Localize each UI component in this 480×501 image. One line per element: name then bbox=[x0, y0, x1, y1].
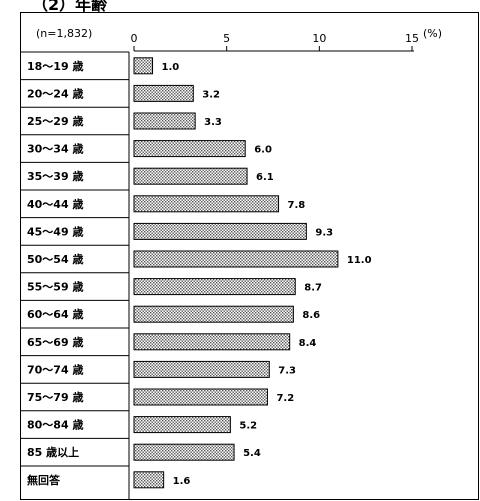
bar bbox=[133, 222, 307, 240]
x-tick-label: 15 bbox=[405, 32, 419, 45]
category-label: 85 歳以上 bbox=[27, 445, 79, 459]
bar bbox=[133, 250, 339, 268]
category-label: 30〜34 歳 bbox=[27, 142, 83, 156]
bar bbox=[133, 333, 291, 351]
category-label: 無回答 bbox=[27, 473, 61, 487]
category-label: 18〜19 歳 bbox=[27, 59, 83, 73]
bar bbox=[133, 416, 231, 434]
category-label: 80〜84 歳 bbox=[27, 418, 83, 432]
chart-frame bbox=[20, 12, 479, 500]
value-label: 8.7 bbox=[304, 283, 322, 294]
category-label: 40〜44 歳 bbox=[27, 197, 83, 211]
value-label: 1.6 bbox=[173, 476, 191, 487]
value-label: 3.3 bbox=[204, 117, 222, 128]
category-label: 50〜54 歳 bbox=[27, 252, 83, 266]
value-label: 9.3 bbox=[315, 227, 333, 238]
category-label: 35〜39 歳 bbox=[27, 169, 83, 183]
value-label: 7.2 bbox=[276, 393, 294, 404]
unit-label: (%) bbox=[423, 27, 442, 40]
value-label: 11.0 bbox=[347, 255, 372, 266]
bar bbox=[133, 360, 270, 378]
bar bbox=[133, 140, 246, 158]
category-label: 75〜79 歳 bbox=[27, 390, 83, 404]
value-label: 5.2 bbox=[239, 421, 257, 432]
category-label: 65〜69 歳 bbox=[27, 335, 83, 349]
x-tick-label: 0 bbox=[131, 32, 138, 45]
value-label: 5.4 bbox=[243, 448, 261, 459]
category-label: 20〜24 歳 bbox=[27, 86, 83, 100]
value-label: 6.1 bbox=[256, 172, 274, 183]
category-label: 55〜59 歳 bbox=[27, 280, 83, 294]
category-label: 60〜64 歳 bbox=[27, 307, 83, 321]
chart-heading: （2）年齢 bbox=[32, 0, 108, 14]
value-label: 7.8 bbox=[288, 200, 306, 211]
bar bbox=[133, 278, 296, 296]
bar bbox=[133, 388, 268, 406]
value-label: 7.3 bbox=[278, 365, 296, 376]
x-tick-label: 10 bbox=[312, 32, 326, 45]
bar bbox=[133, 167, 248, 185]
bar bbox=[133, 84, 194, 102]
value-label: 6.0 bbox=[254, 145, 272, 156]
bar bbox=[133, 443, 235, 461]
category-label: 70〜74 歳 bbox=[27, 362, 83, 376]
bar bbox=[133, 195, 280, 213]
value-label: 3.2 bbox=[202, 89, 220, 100]
category-label: 45〜49 歳 bbox=[27, 224, 83, 238]
bar bbox=[133, 112, 196, 130]
value-label: 1.0 bbox=[162, 62, 180, 73]
value-label: 8.4 bbox=[299, 338, 317, 349]
bar bbox=[133, 57, 154, 75]
x-tick-label: 5 bbox=[223, 32, 230, 45]
value-label: 8.6 bbox=[302, 310, 320, 321]
bar bbox=[133, 471, 165, 489]
sample-size-annotation: (n=1,832) bbox=[36, 27, 92, 40]
category-label: 25〜29 歳 bbox=[27, 114, 83, 128]
bar bbox=[133, 305, 294, 323]
